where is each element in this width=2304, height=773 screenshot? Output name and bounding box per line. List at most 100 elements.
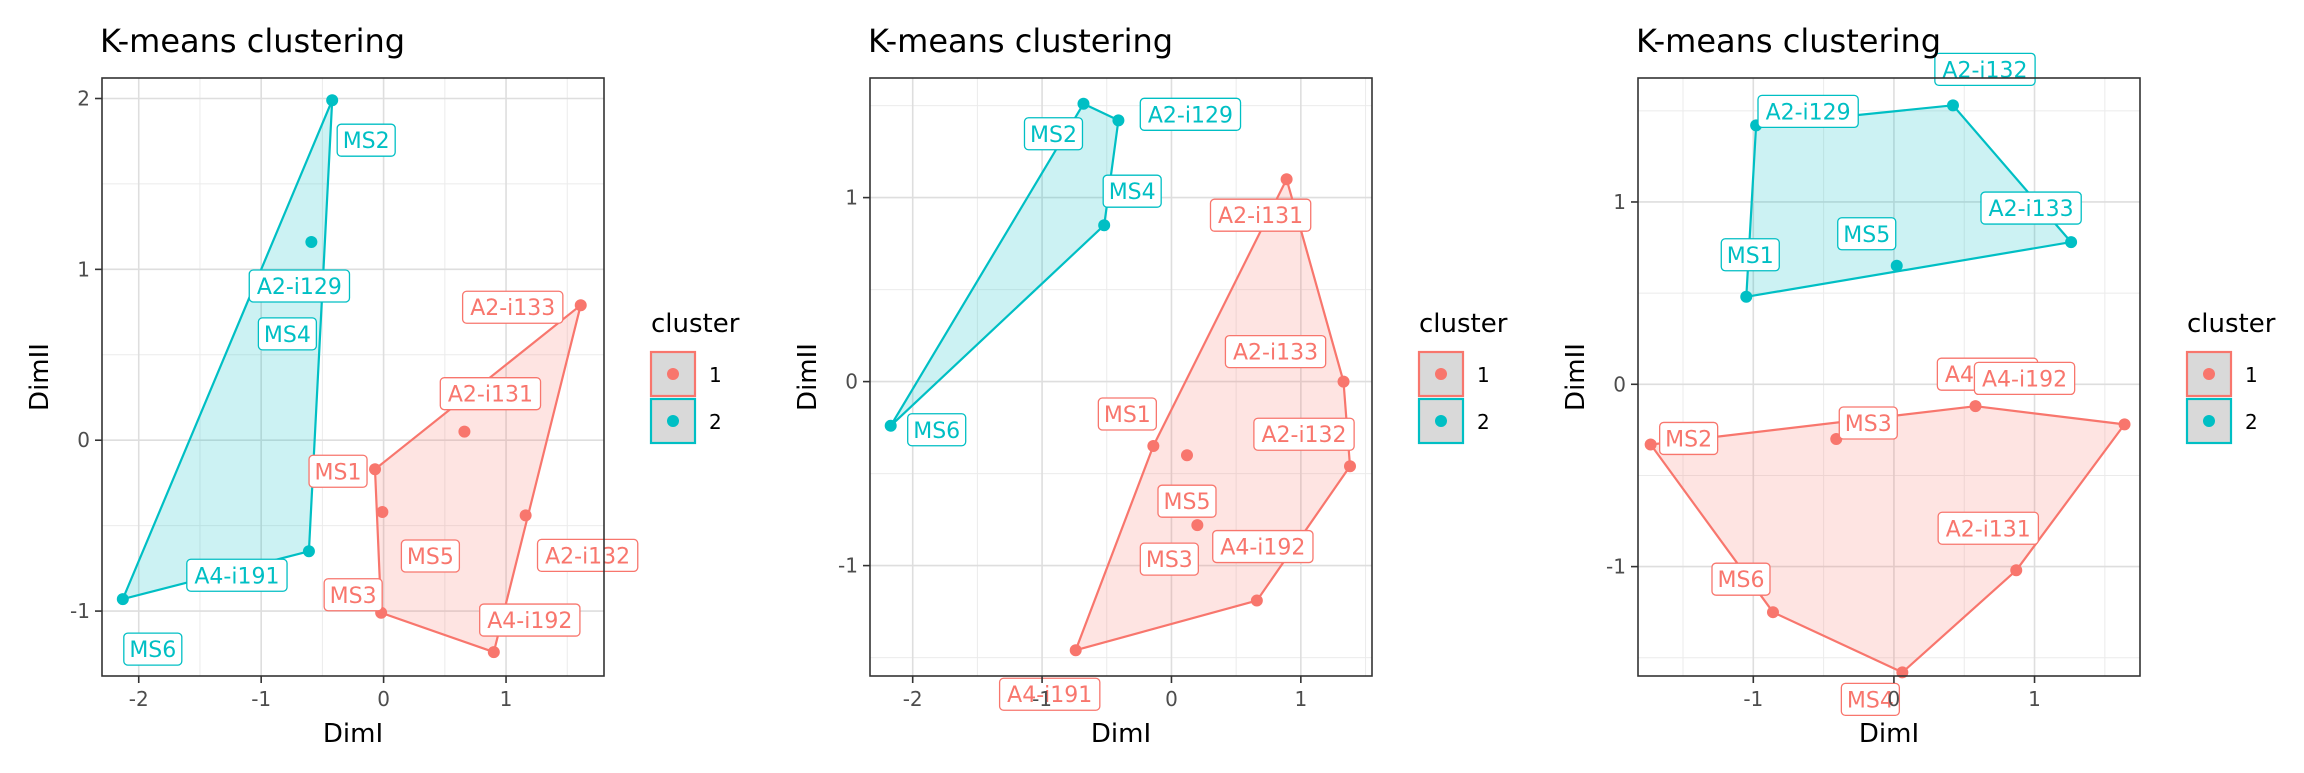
legend-key-dot-2: [1435, 415, 1447, 427]
panel-border: [869, 77, 1373, 677]
x-axis-label: DimI: [323, 719, 383, 749]
label-box-a2-i131: [1937, 511, 2040, 545]
data-label-a2-i129: A2-i129: [1766, 100, 1851, 125]
point-ms6: [1766, 606, 1779, 619]
point-a2-i131: [2010, 564, 2023, 577]
label-box-a4-i191: [186, 558, 288, 592]
data-label-ms2: MS2: [343, 129, 390, 154]
legend-label-2: 2: [1477, 410, 1490, 434]
point-ms1: [1147, 440, 1160, 452]
label-box-a2-i133: [461, 290, 564, 324]
data-label-ms2: MS2: [1030, 123, 1077, 148]
legend-key-dot-1: [667, 368, 679, 380]
point-a2-i132: [519, 509, 532, 522]
point-ms6: [116, 593, 129, 606]
label-box-a2-i132: [536, 538, 639, 573]
label-box-a2-i129: [1757, 94, 1859, 129]
y-tick-label: 1: [77, 257, 90, 281]
data-label-ms2: MS2: [1665, 427, 1712, 452]
plot-background: [102, 78, 604, 676]
panel-border: [101, 77, 605, 677]
y-tick-label: 1: [845, 186, 858, 210]
label-box-a2-i132: [1253, 417, 1355, 451]
label-box-ms1: [1720, 238, 1780, 272]
point-ms4: [1098, 219, 1111, 232]
legend-title: cluster: [651, 309, 740, 339]
data-label-ms5: MS5: [407, 545, 454, 570]
y-tick-label: -1: [70, 599, 90, 623]
point-a2-i133: [1337, 375, 1350, 388]
point-a4-i192: [2118, 418, 2131, 431]
label-box-ms5: [1837, 217, 1897, 251]
data-label-ms4: MS4: [1109, 180, 1156, 205]
data-label-a2-i133: A2-i133: [470, 296, 555, 321]
y-axis-label: DimII: [25, 343, 55, 411]
legend-label-1: 1: [2245, 363, 2258, 387]
data-label-a2-i132: A2-i132: [1942, 58, 2027, 83]
x-axis-label: DimI: [1859, 719, 1919, 749]
chart-panel-2: MS6 MS2 A2-i129 MS4 A2-i131 A2-i133 MS1 MS5 A2-i…: [793, 22, 1508, 749]
legend-key-dot-1: [2203, 368, 2215, 380]
x-tick-label: -1: [251, 687, 271, 711]
x-tick-label: 1: [500, 687, 513, 711]
y-tick-label: 0: [845, 370, 858, 394]
y-tick-label: 0: [77, 428, 90, 452]
label-box-ms3: [1139, 542, 1199, 576]
data-label-ms1: MS1: [315, 460, 362, 485]
label-box-a4-i192: [1973, 361, 2076, 396]
data-label-a2-i129: A2-i129: [257, 275, 342, 300]
legend-key-1: [1417, 350, 1465, 398]
label-box-a2-i131: [439, 377, 542, 411]
chart-panel-3: MS1A2-i129A2-i132A2-i133MS5MS2MS3A4-i191…: [1561, 22, 2276, 749]
x-tick-label: -2: [129, 687, 149, 711]
x-tick-label: 1: [2028, 687, 2041, 711]
data-label-a4-i191: A4-i191: [1007, 683, 1092, 708]
label-box-ms3: [323, 578, 383, 612]
label-box-ms1: [308, 454, 368, 488]
legend-label-1: 1: [709, 363, 722, 387]
legend-key-dot-2: [667, 415, 679, 427]
point-ms2: [1077, 97, 1090, 110]
legend-title: cluster: [2187, 309, 2276, 339]
label-box-a2-i129: [1139, 97, 1242, 131]
label-box-a4-i191: [998, 677, 1101, 711]
x-axis-label: DimI: [1091, 719, 1151, 749]
data-label-a4-i192: A4-i192: [1220, 536, 1305, 561]
data-label-ms6: MS6: [129, 638, 176, 663]
legend-key-dot-2: [2203, 415, 2215, 427]
label-box-ms2: [336, 123, 396, 157]
data-label-a4-i192: A4-i192: [1982, 367, 2067, 392]
point-a2-i133: [574, 299, 587, 312]
point-ms5: [376, 505, 389, 518]
data-label-a2-i131: A2-i131: [1218, 204, 1303, 229]
label-box-ms4: [257, 317, 318, 351]
data-label-a2-i132: A2-i132: [1261, 423, 1346, 448]
y-tick-label: 2: [77, 87, 90, 111]
data-label-ms6: MS6: [1718, 568, 1765, 593]
data-label-ms3: MS3: [1845, 412, 1892, 437]
point-ms5: [1890, 259, 1903, 272]
data-label-ms5: MS5: [1164, 490, 1211, 515]
data-label-a2-i133: A2-i133: [1989, 197, 2074, 222]
panel-border: [1637, 77, 2141, 677]
data-label-ms1: MS1: [1104, 403, 1151, 428]
point-a2-i131: [1280, 173, 1293, 186]
data-label-ms4: MS4: [264, 323, 311, 348]
y-tick-label: 1: [1613, 190, 1626, 214]
point-ms2: [1644, 438, 1657, 451]
x-tick-label: -1: [1032, 687, 1052, 711]
data-label-a2-i132: A2-i132: [545, 544, 630, 569]
chart-title: K-means clustering: [1636, 22, 1941, 60]
data-label-ms4: MS4: [1847, 688, 1894, 713]
point-a2-i132: [1344, 460, 1357, 473]
point-a2-i129: [305, 236, 318, 249]
legend-title: cluster: [1419, 309, 1508, 339]
x-tick-label: 0: [377, 687, 390, 711]
data-label-a2-i129: A2-i129: [1148, 103, 1233, 128]
label-box-a2-i133: [1980, 191, 2082, 225]
x-tick-label: -1: [1743, 687, 1763, 711]
data-label-a4-i191: A4-i191: [194, 564, 279, 589]
label-box-a4-i192: [1212, 529, 1314, 564]
